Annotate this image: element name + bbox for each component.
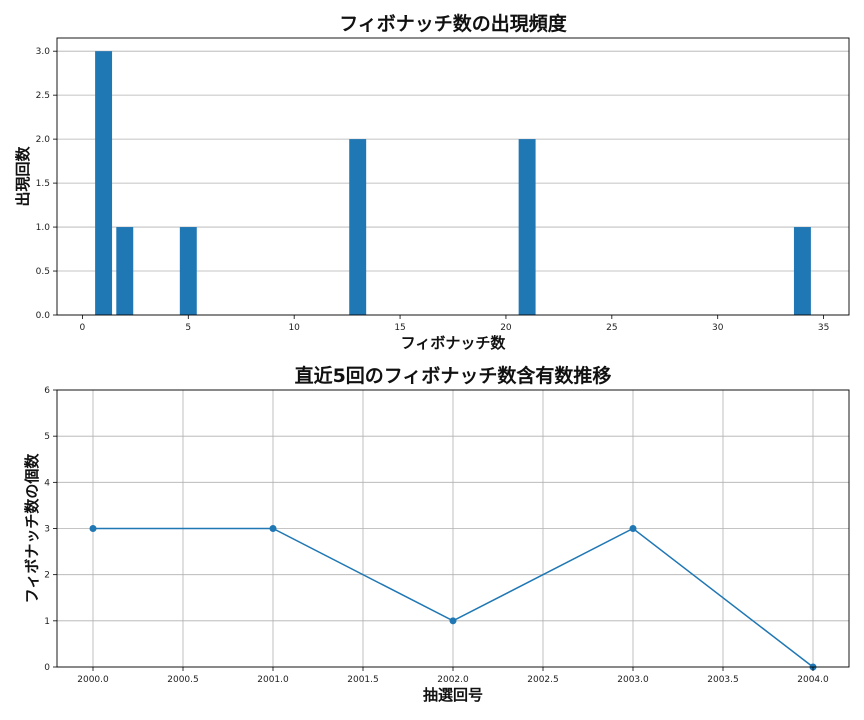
bar	[116, 227, 134, 315]
bar-chart-frame	[56, 37, 850, 316]
line-chart-x-tick-label: 2000.0	[77, 675, 109, 685]
bar	[95, 51, 113, 315]
bar-chart-y-tick-label: 2.5	[36, 91, 50, 101]
bar	[793, 227, 811, 315]
bar-chart-y-axis-label: 出現回数	[14, 146, 32, 207]
line-chart-x-tick-label: 2002.5	[527, 675, 559, 685]
bar-chart-x-tick-label: 10	[288, 323, 300, 333]
line-chart-x-tick-label: 2003.0	[617, 675, 649, 685]
bar-chart-y-ticks: 0.0 0.5 1.0 1.5 2.0 2.5 3.0	[36, 47, 57, 321]
data-point	[89, 525, 97, 532]
line-chart-x-tick-label: 2001.0	[257, 675, 289, 685]
bar-chart-x-tick-label: 25	[606, 323, 617, 333]
bar-chart-x-ticks: 0 5 10 15 20 25 30 35	[80, 315, 829, 333]
bar-chart-x-tick-label: 5	[185, 323, 191, 333]
bar	[518, 139, 536, 315]
bar-chart-x-tick-label: 0	[80, 323, 86, 333]
line-chart-x-tick-label: 2002.0	[437, 675, 469, 685]
bar	[349, 139, 367, 315]
data-point	[269, 525, 277, 532]
bar-chart-y-tick-label: 1.5	[36, 179, 50, 189]
bar-chart-bars	[95, 51, 811, 315]
line-chart-y-tick-label: 0	[44, 663, 50, 673]
line-chart-y-tick-label: 4	[44, 478, 50, 488]
line-chart-x-tick-label: 2004.0	[797, 675, 829, 685]
bar-chart-y-tick-label: 0.0	[36, 311, 51, 321]
line-chart-x-tick-label: 2001.5	[347, 675, 379, 685]
line-chart-y-tick-label: 1	[44, 617, 50, 627]
bar-chart-x-tick-label: 20	[500, 323, 512, 333]
bar-chart-y-tick-label: 1.0	[36, 223, 51, 233]
line-chart-x-axis-label: 抽選回号	[423, 686, 483, 704]
bar-chart-gridlines	[57, 50, 849, 316]
line-chart-y-ticks: 0 1 2 3 4 5 6	[44, 386, 57, 673]
line-chart-y-tick-label: 3	[44, 525, 50, 535]
bar-chart-x-tick-label: 15	[394, 323, 405, 333]
line-chart-x-tick-label: 2000.5	[167, 675, 199, 685]
line-chart: 2000.0 2000.5 2001.0 2001.5 2002.0 2002.5 2003…	[23, 364, 850, 704]
line-chart-y-tick-label: 5	[44, 432, 50, 442]
line-chart-y-axis-label: フィボナッチ数の個数	[23, 453, 41, 604]
bar-chart-y-tick-label: 3.0	[36, 47, 51, 57]
line-chart-y-tick-label: 6	[44, 386, 50, 396]
bar-chart-title: フィボナッチ数の出現頻度	[339, 12, 568, 35]
bar	[179, 227, 197, 315]
line-chart-y-tick-label: 2	[44, 571, 50, 581]
line-chart-series	[89, 525, 817, 671]
line-chart-title: 直近5回のフィボナッチ数含有数推移	[295, 364, 612, 387]
bar-chart-x-axis-label: フィボナッチ数	[401, 334, 507, 352]
bar-chart-x-tick-label: 35	[818, 323, 829, 333]
bar-chart: 0 5 10 15 20 25 30 35 0.0 0.5 1.0 1.5 2.0 2.5 3.0 フィボ…	[14, 12, 850, 352]
bar-chart-y-tick-label: 0.5	[36, 267, 50, 277]
line-chart-x-ticks: 2000.0 2000.5 2001.0 2001.5 2002.0 2002.5 2003…	[77, 667, 829, 685]
data-point	[629, 525, 637, 532]
bar-chart-y-tick-label: 2.0	[36, 135, 51, 145]
line-chart-x-tick-label: 2003.5	[707, 675, 739, 685]
bar-chart-x-tick-label: 30	[712, 323, 724, 333]
data-point	[449, 617, 457, 625]
